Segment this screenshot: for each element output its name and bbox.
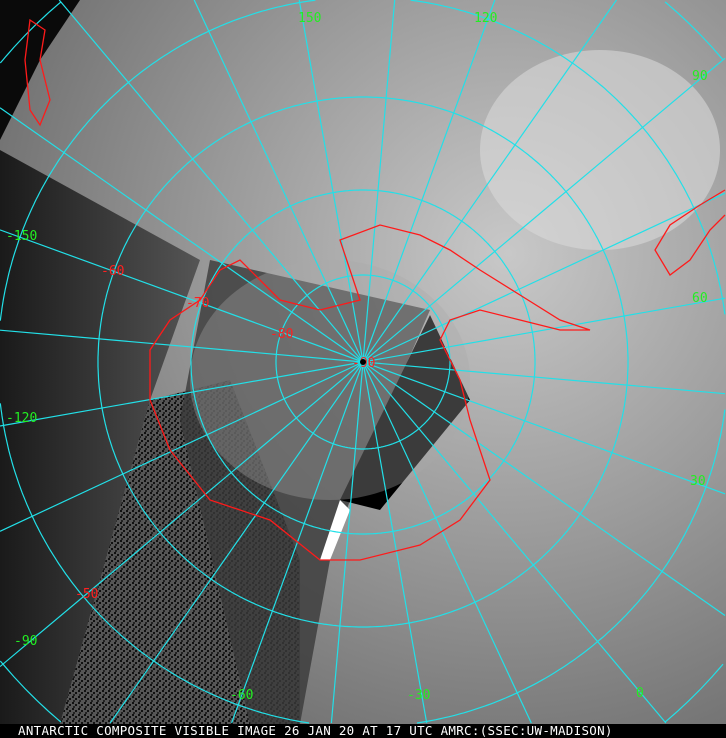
longitude-label: 90 xyxy=(692,69,708,84)
latitude-label: -80 xyxy=(270,327,293,342)
longitude-label: -120 xyxy=(6,411,37,426)
meridian-line xyxy=(362,361,726,495)
latitude-label: -60 xyxy=(101,264,124,279)
longitude-label: -30 xyxy=(407,688,430,703)
meridian-line xyxy=(362,0,617,363)
meridian-line xyxy=(362,0,396,363)
longitude-label: 30 xyxy=(690,474,706,489)
longitude-label: -90 xyxy=(14,634,37,649)
meridian-line xyxy=(0,361,364,427)
meridian-line xyxy=(362,0,496,363)
meridian-line xyxy=(0,329,364,363)
latitude-label: -50 xyxy=(75,587,98,602)
meridian-line xyxy=(362,361,726,395)
antarctica-coastline xyxy=(149,224,591,561)
night-region xyxy=(0,150,200,724)
ice-sheet xyxy=(190,260,470,500)
latitude-label: -70 xyxy=(186,296,209,311)
latitude-circle xyxy=(275,274,451,450)
meridian-line xyxy=(0,229,364,363)
latitude-circle xyxy=(664,663,724,723)
longitude-label: 0 xyxy=(636,686,644,701)
grid-labels: 1501209060300-30-60-90-120-150-90-80-70-… xyxy=(6,11,708,703)
south-pole-marker xyxy=(360,359,366,365)
longitude-label: -150 xyxy=(6,229,37,244)
latitude-circle xyxy=(97,96,629,628)
longitude-label: 150 xyxy=(298,11,321,26)
meridian-line xyxy=(362,297,726,363)
image-caption: ANTARCTIC COMPOSITE VISIBLE IMAGE 26 JAN… xyxy=(0,724,726,738)
meridian-line xyxy=(109,361,364,724)
latitude-circle xyxy=(664,1,724,61)
latitude-circle xyxy=(0,0,316,321)
meridian-line xyxy=(362,57,726,363)
meridian-line xyxy=(0,361,364,668)
meridian-line xyxy=(362,361,428,724)
meridian-line xyxy=(0,107,364,363)
shadow-region xyxy=(180,260,430,724)
meridian-line xyxy=(330,361,364,724)
meridian-line xyxy=(0,361,364,532)
longitude-label: 120 xyxy=(474,11,497,26)
meridian-line xyxy=(362,361,532,724)
longitude-label: 60 xyxy=(692,291,708,306)
australia-coastline xyxy=(654,189,726,276)
meridian-line xyxy=(362,361,667,724)
latitude-circle xyxy=(416,409,726,724)
meridian-line xyxy=(362,361,726,616)
bright-strip xyxy=(320,500,350,560)
dark-region xyxy=(0,0,80,140)
meridian-line xyxy=(362,192,726,363)
latitude-circle xyxy=(0,660,62,723)
longitude-label: -60 xyxy=(230,688,253,703)
latitude-circle xyxy=(190,189,536,535)
latitude-circle xyxy=(0,403,310,724)
new-zealand-coastline xyxy=(24,18,51,127)
meridian-line xyxy=(58,0,364,363)
cloud-band xyxy=(480,50,720,250)
meridian-line xyxy=(193,0,364,363)
